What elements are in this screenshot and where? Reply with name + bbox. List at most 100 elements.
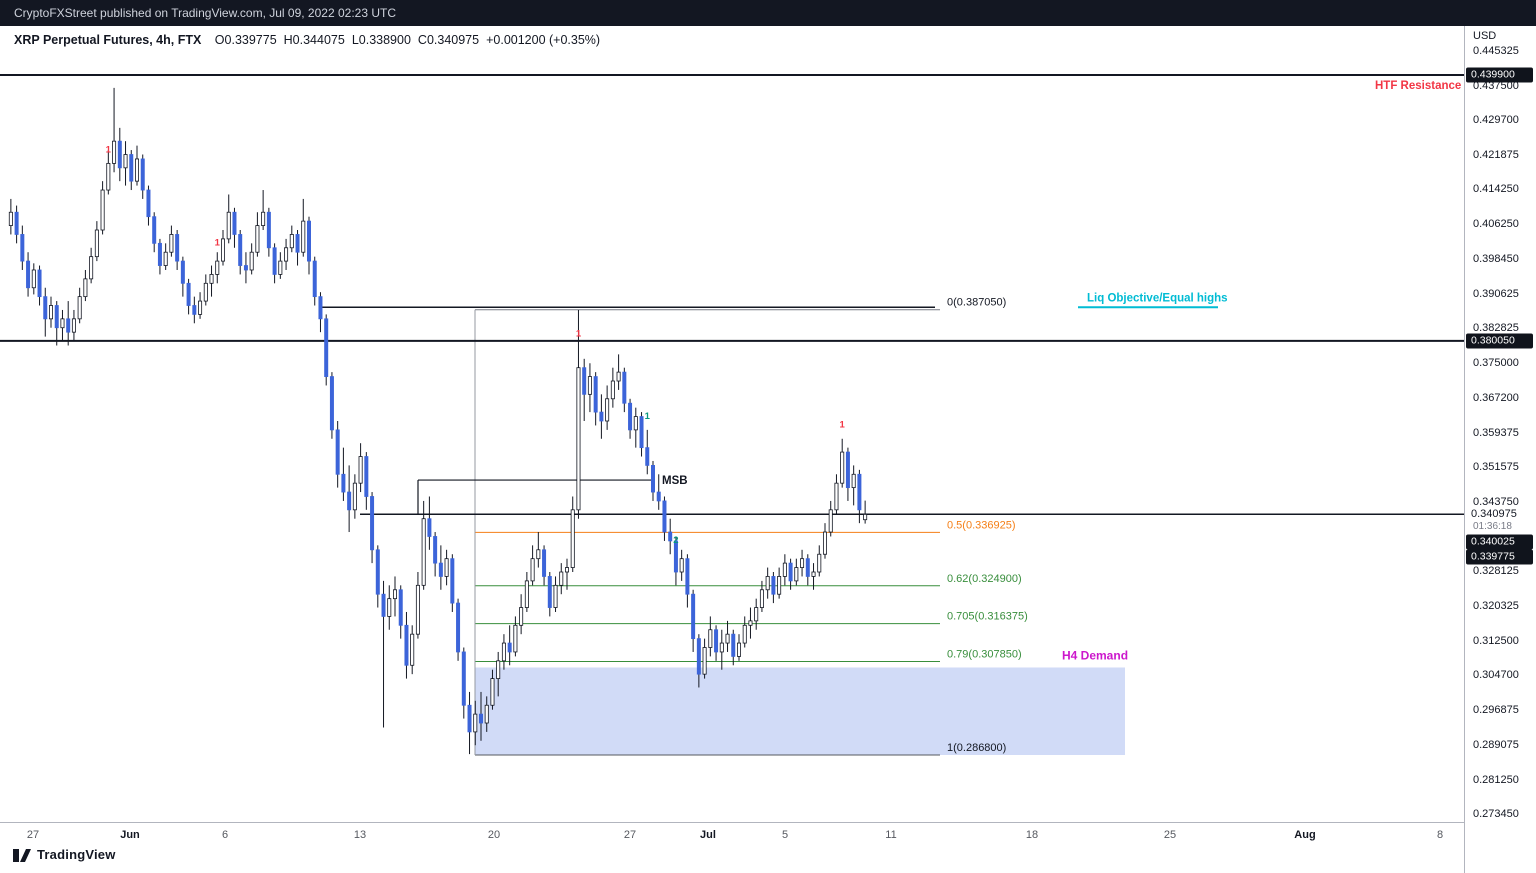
candle-body[interactable] <box>628 402 633 431</box>
candle-body[interactable] <box>261 211 266 226</box>
candle-body[interactable] <box>742 624 747 644</box>
candle-body[interactable] <box>341 473 346 493</box>
demand-zone[interactable] <box>475 667 1125 755</box>
candle-body[interactable] <box>186 282 191 306</box>
candle-body[interactable] <box>117 140 122 169</box>
candle-body[interactable] <box>679 558 684 573</box>
candle-body[interactable] <box>536 549 541 560</box>
candle-body[interactable] <box>438 562 443 577</box>
demand-zone-label[interactable]: H4 Demand <box>1062 648 1128 662</box>
fib-level-label[interactable]: 0.79(0.307850) <box>947 649 1022 661</box>
candle-body[interactable] <box>507 642 512 653</box>
candle-body[interactable] <box>289 234 294 249</box>
candle-body[interactable] <box>134 158 139 182</box>
candle-body[interactable] <box>656 491 661 502</box>
candle-body[interactable] <box>519 607 524 626</box>
candle-body[interactable] <box>456 602 461 653</box>
candle-body[interactable] <box>444 558 449 577</box>
candle-body[interactable] <box>605 398 610 422</box>
candle-body[interactable] <box>593 376 598 413</box>
candle-body[interactable] <box>152 216 157 244</box>
candle-body[interactable] <box>324 318 329 377</box>
candle-body[interactable] <box>702 647 707 675</box>
candle-body[interactable] <box>14 211 19 235</box>
candle-body[interactable] <box>496 660 501 679</box>
candle-body[interactable] <box>243 265 248 271</box>
candle-body[interactable] <box>427 518 432 537</box>
candle-body[interactable] <box>31 269 36 289</box>
liq-objective-label[interactable]: Liq Objective/Equal highs <box>1087 292 1228 304</box>
candle-body[interactable] <box>157 242 162 266</box>
candle-body[interactable] <box>473 713 478 733</box>
candle-body[interactable] <box>421 518 426 586</box>
candle-body[interactable] <box>754 607 759 622</box>
candle-body[interactable] <box>547 576 552 608</box>
candle-body[interactable] <box>43 296 48 320</box>
candle-body[interactable] <box>582 367 587 395</box>
candle-body[interactable] <box>392 589 397 600</box>
candle-body[interactable] <box>725 633 730 644</box>
candle-body[interactable] <box>530 558 535 582</box>
candle-body[interactable] <box>610 380 615 400</box>
candle-body[interactable] <box>54 305 59 329</box>
candle-body[interactable] <box>782 562 787 577</box>
candle-body[interactable] <box>736 642 741 657</box>
candle-body[interactable] <box>83 278 88 298</box>
candle-body[interactable] <box>100 189 105 231</box>
candle-body[interactable] <box>673 540 678 573</box>
candle-body[interactable] <box>26 260 31 289</box>
candle-body[interactable] <box>272 247 277 275</box>
candle-body[interactable] <box>639 416 644 449</box>
candle-body[interactable] <box>209 274 214 284</box>
candle-body[interactable] <box>553 584 558 608</box>
candle-body[interactable] <box>817 553 822 573</box>
candle-body[interactable] <box>220 238 225 262</box>
candle-body[interactable] <box>771 576 776 595</box>
candle-body[interactable] <box>163 251 168 266</box>
candle-body[interactable] <box>387 598 392 617</box>
candle-body[interactable] <box>759 589 764 608</box>
candle-body[interactable] <box>284 247 289 262</box>
candle-body[interactable] <box>484 704 489 724</box>
fib-level-label[interactable]: 0(0.387050) <box>947 297 1006 309</box>
candle-body[interactable] <box>71 318 76 333</box>
tradingview-watermark[interactable]: TradingView <box>13 846 116 862</box>
symbol-title[interactable]: XRP Perpetual Futures, 4h, FTX <box>14 33 202 47</box>
candle-body[interactable] <box>513 624 518 653</box>
candle-body[interactable] <box>662 500 667 533</box>
candle-body[interactable] <box>415 584 420 635</box>
candle-body[interactable] <box>576 367 581 511</box>
fib-level-label[interactable]: 1(0.286800) <box>947 742 1006 754</box>
candle-body[interactable] <box>215 260 220 275</box>
candle-body[interactable] <box>851 473 856 489</box>
candle-body[interactable] <box>123 154 128 169</box>
candle-body[interactable] <box>777 576 782 595</box>
htf-resistance-label[interactable]: HTF Resistance <box>1375 80 1461 92</box>
candle-body[interactable] <box>834 482 839 511</box>
candle-body[interactable] <box>89 256 94 280</box>
candle-body[interactable] <box>587 376 592 395</box>
candle-body[interactable] <box>805 558 810 577</box>
candle-body[interactable] <box>312 260 317 298</box>
candle-body[interactable] <box>318 296 323 320</box>
candle-body[interactable] <box>714 629 719 653</box>
candle-body[interactable] <box>650 465 655 493</box>
candle-body[interactable] <box>501 642 506 662</box>
candle-body[interactable] <box>748 620 753 626</box>
candle-body[interactable] <box>146 189 151 218</box>
fib-level-label[interactable]: 0.62(0.324900) <box>947 573 1022 585</box>
candle-body[interactable] <box>696 638 701 675</box>
candle-body[interactable] <box>811 571 816 577</box>
candle-body[interactable] <box>60 318 65 329</box>
candle-body[interactable] <box>358 456 363 484</box>
candle-body[interactable] <box>461 651 466 706</box>
candle-body[interactable] <box>169 234 174 253</box>
candle-body[interactable] <box>845 451 850 489</box>
candle-body[interactable] <box>375 549 380 595</box>
candle-body[interactable] <box>433 536 438 564</box>
candle-body[interactable] <box>708 629 713 648</box>
candle-body[interactable] <box>731 633 736 657</box>
candle-body[interactable] <box>77 296 82 320</box>
candle-body[interactable] <box>570 509 575 568</box>
